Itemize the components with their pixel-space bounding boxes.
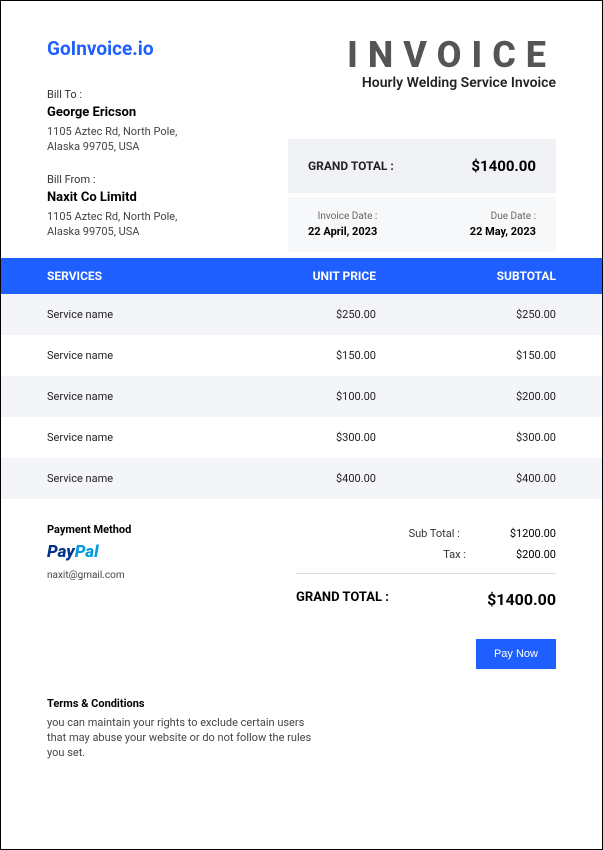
terms-text: you can maintain your rights to exclude … [47, 715, 317, 761]
bill-from-label: Bill From : [47, 173, 288, 186]
pay-button-wrap: Pay Now [296, 639, 556, 669]
pay-now-button[interactable]: Pay Now [476, 639, 556, 669]
table-row: Service name $300.00 $300.00 [1, 417, 602, 458]
col-services: SERVICES [47, 269, 236, 283]
terms-title: Terms & Conditions [47, 697, 556, 710]
header-right: INVOICE Hourly Welding Service Invoice G… [288, 37, 556, 258]
terms: Terms & Conditions you can maintain your… [1, 669, 602, 761]
payment-method: Payment Method PayPal naxit@gmail.com [47, 523, 296, 669]
summary-divider [296, 573, 556, 574]
invoice-date: Invoice Date : 22 April, 2023 [308, 211, 377, 238]
header-left: GoInvoice.io Bill To : George Ericson 11… [47, 37, 288, 258]
due-date: Due Date : 22 May, 2023 [470, 211, 536, 238]
grand-total-box: GRAND TOTAL : $1400.00 [288, 139, 556, 193]
summary-tax: Tax : $200.00 [296, 544, 556, 565]
logo: GoInvoice.io [47, 37, 288, 60]
table-row: Service name $250.00 $250.00 [1, 294, 602, 335]
dates-box: Invoice Date : 22 April, 2023 Due Date :… [288, 197, 556, 252]
col-subtotal: SUBTOTAL [376, 269, 556, 283]
grand-total-label: GRAND TOTAL : [308, 159, 394, 173]
grand-total-value: $1400.00 [471, 157, 536, 175]
footer: Payment Method PayPal naxit@gmail.com Su… [1, 499, 602, 669]
invoice-subtitle: Hourly Welding Service Invoice [288, 75, 556, 91]
totals-box: GRAND TOTAL : $1400.00 Invoice Date : 22… [288, 139, 556, 252]
table-row: Service name $400.00 $400.00 [1, 458, 602, 499]
payment-label: Payment Method [47, 523, 296, 536]
bill-to-addr: 1105 Aztec Rd, North Pole, Alaska 99705,… [47, 124, 288, 155]
table-row: Service name $150.00 $150.00 [1, 335, 602, 376]
table-header: SERVICES UNIT PRICE SUBTOTAL [1, 258, 602, 294]
bill-to-label: Bill To : [47, 88, 288, 101]
bill-from-addr: 1105 Aztec Rd, North Pole, Alaska 99705,… [47, 209, 288, 240]
summary-grand: GRAND TOTAL : $1400.00 [296, 582, 556, 617]
summary-subtotal: Sub Total : $1200.00 [296, 523, 556, 544]
invoice-title: INVOICE [288, 37, 556, 73]
table-row: Service name $100.00 $200.00 [1, 376, 602, 417]
invoice-container: GoInvoice.io Bill To : George Ericson 11… [1, 1, 602, 849]
col-price: UNIT PRICE [236, 269, 376, 283]
header: GoInvoice.io Bill To : George Ericson 11… [1, 1, 602, 258]
paypal-logo: PayPal [47, 542, 296, 562]
payment-email: naxit@gmail.com [47, 570, 296, 581]
bill-to-name: George Ericson [47, 105, 288, 120]
summary: Sub Total : $1200.00 Tax : $200.00 GRAND… [296, 523, 556, 669]
bill-from-name: Naxit Co Limitd [47, 190, 288, 205]
